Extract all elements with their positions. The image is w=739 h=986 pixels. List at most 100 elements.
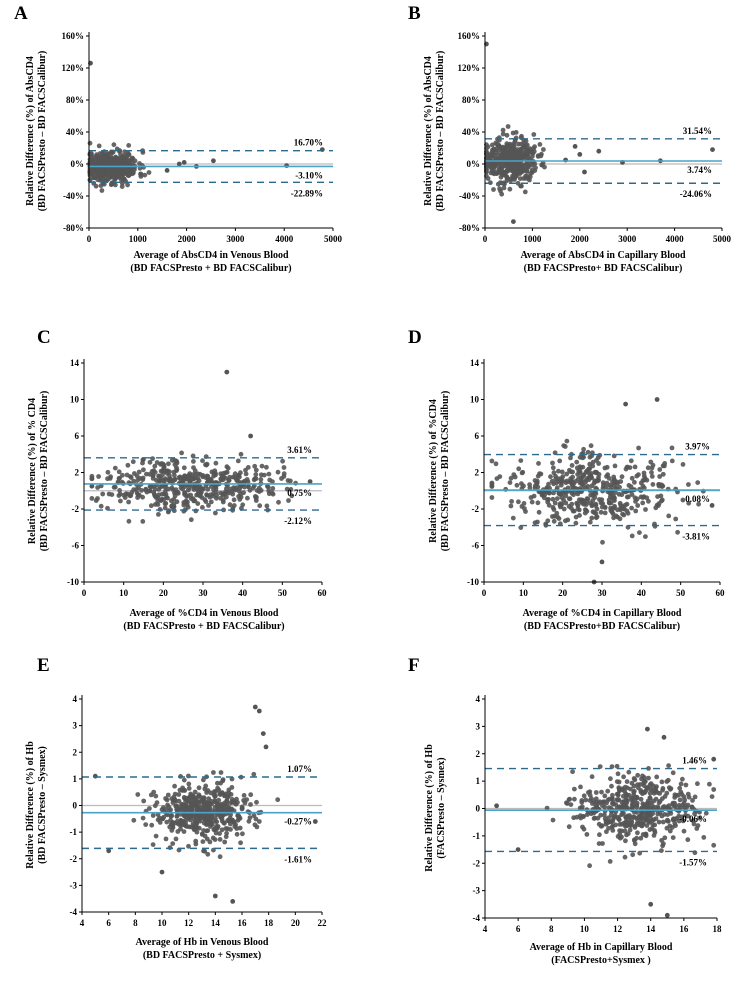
panel-e-point xyxy=(251,813,257,818)
panel-e-point xyxy=(157,820,163,825)
panel-e-point xyxy=(218,814,224,820)
panel-c-y-tick-label: 2 xyxy=(75,468,80,478)
panel-b-point xyxy=(494,146,499,152)
panel-d-point xyxy=(613,490,618,495)
panel-f-y-tick-label: 1 xyxy=(476,776,481,786)
panel-f-point xyxy=(598,812,604,818)
panel-d-point xyxy=(556,468,561,474)
panel-c-point xyxy=(172,473,177,478)
panel-c-x-tick-label: 50 xyxy=(278,588,288,598)
panel-b-point xyxy=(513,149,519,155)
panel-a-point xyxy=(119,170,125,176)
panel-e-point xyxy=(170,823,175,829)
panel-f-point xyxy=(642,778,647,784)
panel-d-point xyxy=(578,479,584,485)
panel-d-y-label-line-1: Relative Difference (%) of %CD4 xyxy=(428,399,439,543)
panel-c-point xyxy=(156,512,161,517)
panel-f-point xyxy=(635,815,641,820)
panel-f-point xyxy=(664,825,670,831)
panel-c-point xyxy=(266,488,272,494)
panel-c-point xyxy=(147,459,153,465)
panel-e-point xyxy=(208,824,213,829)
panel-f-point xyxy=(634,804,640,810)
panel-a-y-tick-label: 80% xyxy=(66,95,84,105)
panel-e-point xyxy=(207,839,213,845)
panel-f-point xyxy=(709,794,715,799)
panel-d-point xyxy=(649,470,654,475)
panel-e-point xyxy=(167,845,173,850)
panel-b-point xyxy=(526,163,531,169)
panel-f-point xyxy=(494,803,499,809)
panel-a-point xyxy=(113,175,119,180)
panel-d-point xyxy=(558,482,564,488)
panel-c-point xyxy=(136,469,142,475)
panel-f-point xyxy=(647,782,653,788)
panel-f-point xyxy=(589,796,594,802)
panel-d-point xyxy=(561,506,567,512)
panel-a-point xyxy=(164,168,170,173)
panel-e-point xyxy=(170,841,176,846)
panel-f-point xyxy=(676,802,682,808)
panel-e-point xyxy=(187,795,192,801)
panel-d-point xyxy=(632,464,638,470)
panel-e-point xyxy=(254,824,260,830)
panel-f-point xyxy=(632,777,638,783)
panel-c-point xyxy=(155,498,161,504)
panel-c-point xyxy=(154,460,160,465)
panel-b-point xyxy=(496,161,502,166)
panel-e-point xyxy=(169,813,175,819)
panel-c-point xyxy=(281,471,287,477)
panel-e-point xyxy=(186,781,192,787)
panel-c-point xyxy=(236,494,242,499)
panel-c-point xyxy=(234,477,239,482)
panel-b-x-tick-label: 5000 xyxy=(713,234,732,244)
panel-f-point xyxy=(591,816,597,821)
panel-b-lower-loa-label: -24.06% xyxy=(680,189,712,199)
panel-c-x-tick-label: 10 xyxy=(119,588,129,598)
panel-b-point xyxy=(500,131,506,137)
panel-e-point xyxy=(175,808,181,813)
panel-f-point xyxy=(662,812,667,817)
panel-c-point xyxy=(203,499,209,504)
panel-c-point xyxy=(266,471,272,477)
panel-f-point xyxy=(646,775,651,781)
panel-d-point xyxy=(511,472,517,477)
panel-f-point xyxy=(638,796,644,802)
panel-c-point xyxy=(253,495,259,501)
panel-d-point xyxy=(554,485,560,491)
panel-c-point xyxy=(116,469,122,475)
panel-d-point xyxy=(636,445,641,451)
panel-b-y-tick-label: 160% xyxy=(458,31,481,41)
panel-d-point xyxy=(510,515,516,521)
panel-d-point xyxy=(529,499,535,505)
panel-e-point xyxy=(228,827,233,832)
panel-b-point xyxy=(504,174,510,180)
panel-b-point xyxy=(511,219,516,225)
panel-d-point xyxy=(623,401,628,407)
panel-c-point xyxy=(193,508,199,514)
panel-d-point xyxy=(610,511,616,517)
panel-e-point xyxy=(196,806,202,812)
panel-f-point xyxy=(697,815,702,821)
panel-c: C 3.61% 0.75% -2.12% -10 -6 -2 2 6 10 14 0 10 20 30 40… xyxy=(27,327,327,632)
panel-a-point xyxy=(87,140,93,146)
panel-d-x-tick-label: 0 xyxy=(482,588,487,598)
panel-d-point xyxy=(615,507,620,513)
panel-c-point xyxy=(175,489,181,495)
panel-d-point xyxy=(592,510,597,515)
panel-c-point xyxy=(160,461,166,467)
panel-f-point xyxy=(622,854,628,860)
panel-a-x-label-line-1: Average of AbsCD4 in Venous Blood xyxy=(133,250,289,261)
panel-d-point xyxy=(602,510,608,516)
panel-f-point xyxy=(653,796,659,802)
panel-d-point xyxy=(564,471,570,477)
panel-d-point xyxy=(695,480,701,485)
panel-f-point xyxy=(591,810,597,816)
panel-e-point xyxy=(205,851,211,857)
panel-d-point xyxy=(597,452,603,458)
panel-e-point xyxy=(172,791,178,797)
panel-a-y-tick-label: 120% xyxy=(62,63,85,73)
panel-c-point xyxy=(162,501,168,507)
panel-d-point xyxy=(514,482,520,488)
panel-f-point xyxy=(584,812,590,817)
